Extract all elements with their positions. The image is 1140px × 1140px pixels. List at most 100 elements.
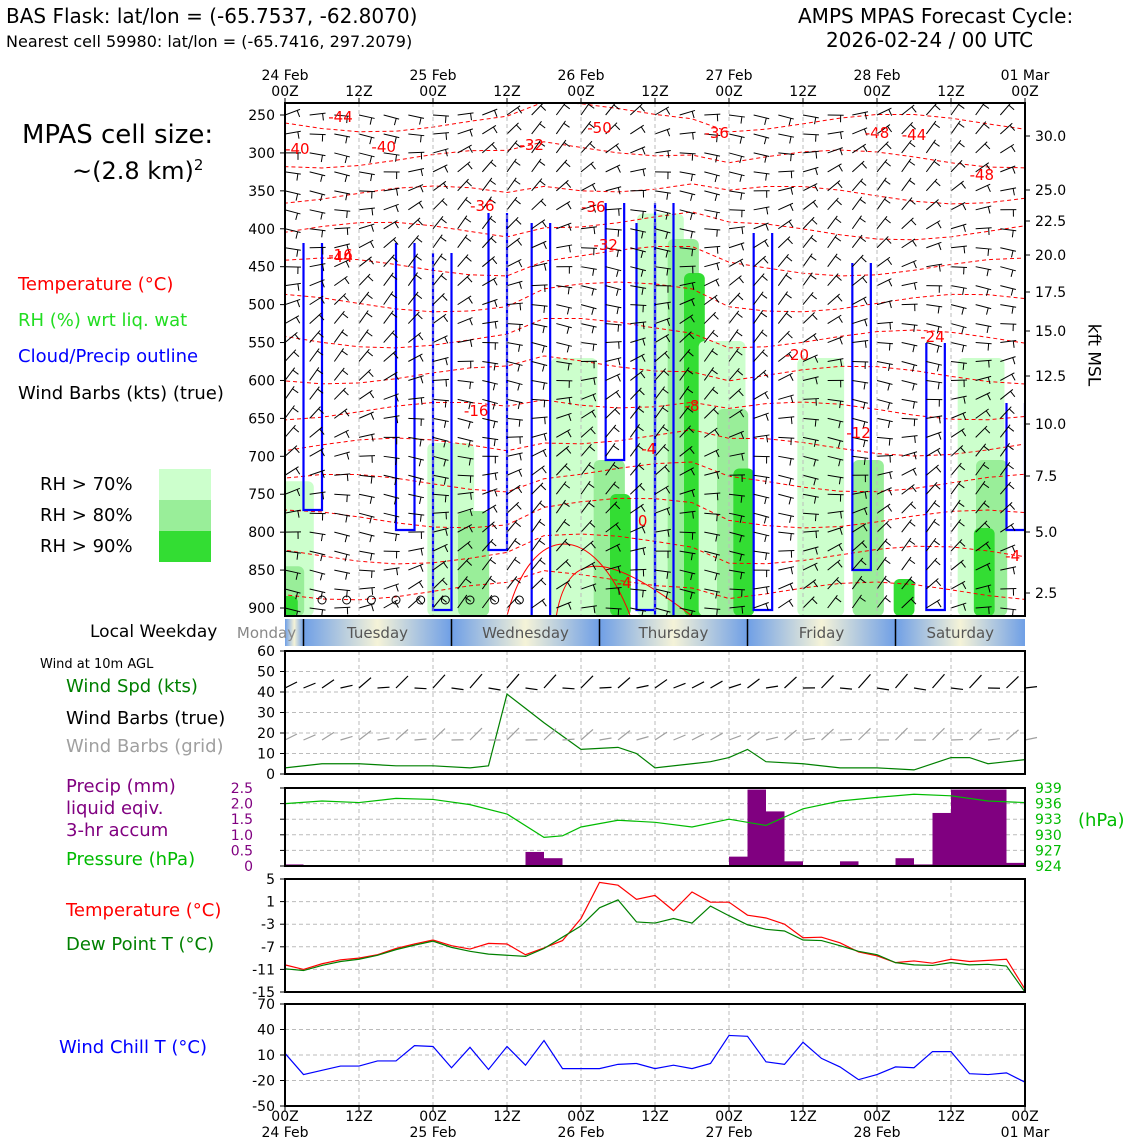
bottom-hour-label: 00Z [419,1109,446,1125]
wind-barb [285,367,296,381]
temperature-contour-label: -12 [846,424,871,442]
temperature-contour-label: -50 [587,119,612,137]
wind-barb-flag [716,263,720,271]
wind-barb-flag [764,240,769,248]
wind-barb [605,341,622,344]
wind-barb-flag [960,182,966,189]
kft-tick-label: 22.5 [1035,214,1066,230]
wind-barb [285,171,301,175]
wind-barb [580,304,597,310]
wind-barb-flag [444,495,447,503]
wind-barb-flag [320,591,323,599]
wind-barb [432,378,449,381]
wind-barb [778,152,795,155]
wind-barb-flag [938,432,942,440]
wind-barb-flag [567,287,570,295]
pressure-ytick-label: 933 [1035,812,1062,828]
wind-barb-flag [813,459,817,467]
wind-barb [728,275,742,287]
wind-barb-flag [837,295,843,302]
wind-barb [802,291,814,305]
wind-barb-flag [489,179,496,185]
wind-barb [506,537,517,552]
wind-spd-label: Wind Spd (kts) [66,676,198,697]
wind-barb-flag [911,364,915,372]
wind-barb-flag [739,156,743,164]
surface-wind-barb-true [543,674,557,689]
wind-barb-flag [642,548,646,556]
wind-barb [950,411,966,419]
wind-barb [309,386,320,400]
wind-barb-flag [838,421,841,429]
wind-barb-flag [395,458,398,466]
wind-barb [802,333,817,343]
wind-barb [630,607,647,612]
wind-barb [851,196,863,211]
wind-barb-flag [908,540,916,545]
wind-barb-flag [344,554,348,562]
wind-barb-flag [714,429,720,436]
wind-barb-flag [589,143,596,149]
pressure-tick-label: 550 [248,336,275,352]
wind-barb-flag [934,559,941,566]
wind-barb-flag [515,521,522,528]
top-day-label: 24 Feb [261,68,308,84]
wind-barb-flag [319,573,323,581]
wind-barb-flag [564,465,571,471]
wind-barb-flag [321,470,325,478]
wind-barb [901,361,918,367]
wind-barb [358,133,375,139]
wind-barb-flag [687,369,694,375]
wind-barb [876,398,893,404]
wind-barb-flag [517,107,523,114]
surface-wind-barb-grid [506,727,520,741]
wind-barb-flag [296,110,301,118]
wind-barb [1000,247,1017,252]
wind-barb [728,258,744,268]
wind-barb [358,152,375,158]
precip-bar [988,789,1007,866]
bottom-day-label: 28 Feb [853,1125,900,1140]
wind-barb-flag [913,261,917,269]
wind-barb [753,114,770,120]
wind-barb [876,436,893,440]
wind-barb [925,103,938,116]
wind-barb-flag [618,587,620,595]
windchill-label: Wind Chill T (°C) [59,1037,207,1058]
wind-barb [827,253,838,267]
wind-barb [630,353,645,362]
wind-barb [334,588,351,592]
wind-barb [408,200,422,211]
wind-barb [531,121,542,135]
wind-barb [506,484,521,495]
wind-barb-flag [321,264,325,272]
wind-barb [333,293,347,305]
rh-region [733,468,755,616]
pressure-ytick-label: 936 [1035,797,1062,813]
surface-wind-barb-true [488,687,501,691]
surface-wind-barb-true [673,682,686,689]
surface-wind-barb-true [599,686,612,689]
wind-barb-flag [688,333,695,340]
wind-barb-flag [341,350,348,356]
bottom-hour-label: 00Z [715,1109,742,1125]
rh-key-90-label: RH > 90% [40,536,133,557]
wind-barb-flag [415,293,423,300]
wind-barb-flag [834,236,842,242]
wind-barb-flag [690,553,693,561]
wind-barb-flag [910,598,917,605]
wind-barb-flag [962,203,967,211]
wind-barb [482,379,499,385]
wind-barb [482,398,498,405]
wind-barb-flag [469,129,473,137]
wind-barb-flag [617,229,620,237]
kft-tick-label: 7.5 [1035,469,1057,485]
kft-tick-label: 25.0 [1035,183,1066,199]
wind-barb-flag [715,534,718,542]
wind-barb-flag [884,198,891,204]
cloud-outline [431,253,453,612]
wind-barb [777,272,789,286]
wind-barb-flag [933,123,940,129]
wind-barb [531,139,542,154]
wind-barb [753,133,770,139]
